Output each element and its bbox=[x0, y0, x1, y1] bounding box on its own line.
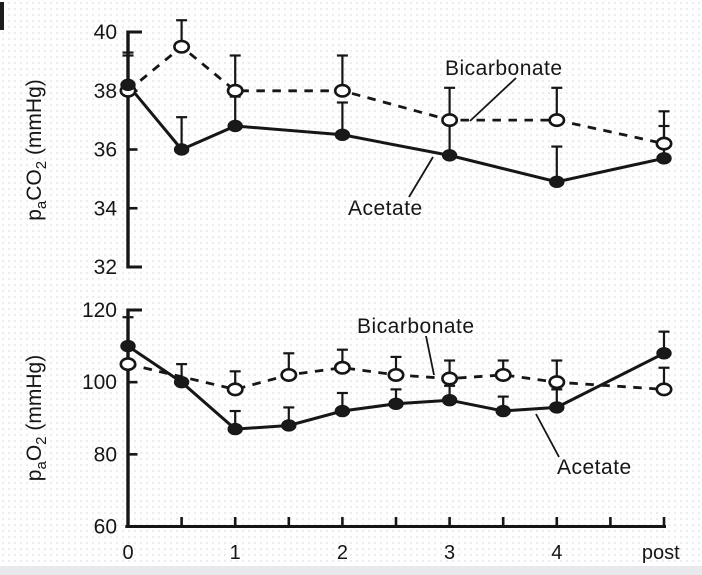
acetate-marker bbox=[173, 375, 190, 389]
x-tick-label: 4 bbox=[551, 542, 562, 564]
bicarbonate-marker bbox=[226, 382, 244, 397]
acetate-marker bbox=[441, 394, 458, 407]
y-axis: 60 80 100 120 bbox=[82, 299, 142, 539]
callout-leader-line bbox=[469, 77, 517, 122]
acetate-marker bbox=[334, 128, 351, 142]
x-tick-label: 1 bbox=[230, 542, 241, 564]
acetate-marker bbox=[549, 401, 565, 414]
scan-bottom-band bbox=[0, 566, 702, 575]
bicarbonate-label: Bicarbonate bbox=[445, 57, 563, 80]
acetate-marker bbox=[549, 175, 565, 189]
acetate-marker bbox=[281, 419, 297, 432]
bicarbonate-marker bbox=[119, 357, 137, 372]
acetate-marker bbox=[656, 347, 672, 360]
bicarbonate-marker bbox=[387, 367, 405, 382]
x-tick-label: 2 bbox=[337, 542, 348, 564]
acetate-line bbox=[126, 83, 665, 184]
acetate-error-bars bbox=[122, 51, 670, 182]
callout-leader-line bbox=[535, 413, 560, 458]
acetate-callout: Acetate bbox=[535, 413, 632, 479]
bicarbonate-marker bbox=[655, 382, 673, 397]
acetate-label: Acetate bbox=[348, 197, 423, 220]
acetate-markers bbox=[120, 78, 672, 189]
bicarbonate-markers bbox=[119, 357, 673, 397]
pao2-panel: 60 80 100 120 paO2 (mmHg) Bicarbonate Acetate bbox=[23, 299, 673, 539]
callout-leader-line bbox=[408, 156, 434, 198]
x-tick-label: 0 bbox=[122, 542, 133, 564]
bicarbonate-marker bbox=[548, 113, 566, 128]
y-tick-label: 38 bbox=[94, 80, 117, 103]
acetate-callout: Acetate bbox=[348, 156, 434, 220]
y-tick-label: 40 bbox=[94, 21, 117, 44]
acetate-marker bbox=[441, 149, 458, 162]
y-axis-title: paO2 (mmHg) bbox=[23, 355, 50, 481]
y-tick-label: 60 bbox=[94, 516, 117, 539]
acetate-marker bbox=[227, 119, 243, 133]
x-tick-label: 3 bbox=[444, 542, 455, 564]
bicarbonate-error-bars bbox=[122, 19, 670, 144]
acetate-marker bbox=[388, 397, 404, 411]
bicarbonate-marker bbox=[173, 39, 191, 54]
bicarbonate-markers bbox=[119, 39, 673, 151]
y-tick-label: 36 bbox=[94, 139, 117, 162]
bicarbonate-marker bbox=[333, 360, 351, 375]
bicarbonate-callout: Bicarbonate bbox=[357, 315, 475, 376]
acetate-marker bbox=[334, 404, 351, 418]
acetate-marker bbox=[495, 404, 511, 418]
acetate-marker bbox=[227, 422, 243, 436]
bicarbonate-line bbox=[127, 44, 665, 145]
bicarbonate-callout: Bicarbonate bbox=[445, 57, 563, 122]
bicarbonate-marker bbox=[494, 367, 512, 382]
x-tick-label: post bbox=[642, 542, 680, 564]
bicarbonate-marker bbox=[226, 83, 244, 98]
y-tick-label: 120 bbox=[82, 299, 117, 322]
bicarbonate-marker bbox=[548, 375, 566, 390]
bicarbonate-marker bbox=[441, 113, 459, 128]
bicarbonate-marker bbox=[441, 371, 459, 386]
y-axis: 32 34 36 38 40 bbox=[94, 21, 142, 279]
y-axis-title: paCO2 (mmHg) bbox=[23, 79, 50, 221]
bicarbonate-marker bbox=[333, 83, 351, 98]
bicarbonate-label: Bicarbonate bbox=[357, 315, 475, 338]
bicarbonate-marker bbox=[655, 136, 673, 151]
paco2-panel: 32 34 36 38 40 paCO2 (mmHg) Bicarbonate Acetate bbox=[23, 19, 673, 279]
y-tick-label: 34 bbox=[94, 197, 118, 220]
y-tick-label: 100 bbox=[82, 371, 117, 394]
acetate-marker bbox=[120, 78, 136, 92]
y-tick-label: 80 bbox=[94, 443, 117, 466]
scan-edge-artifact bbox=[0, 2, 4, 30]
acetate-marker bbox=[656, 152, 672, 165]
callout-leader-line bbox=[425, 335, 435, 376]
acetate-markers bbox=[120, 339, 672, 436]
acetate-marker bbox=[120, 339, 136, 353]
acetate-label: Acetate bbox=[557, 456, 632, 479]
acetate-marker bbox=[173, 143, 190, 156]
acetate-line bbox=[127, 344, 665, 431]
y-tick-label: 32 bbox=[94, 256, 117, 279]
bicarbonate-marker bbox=[280, 367, 298, 382]
x-axis: 0 1 2 3 4 post bbox=[122, 517, 680, 564]
